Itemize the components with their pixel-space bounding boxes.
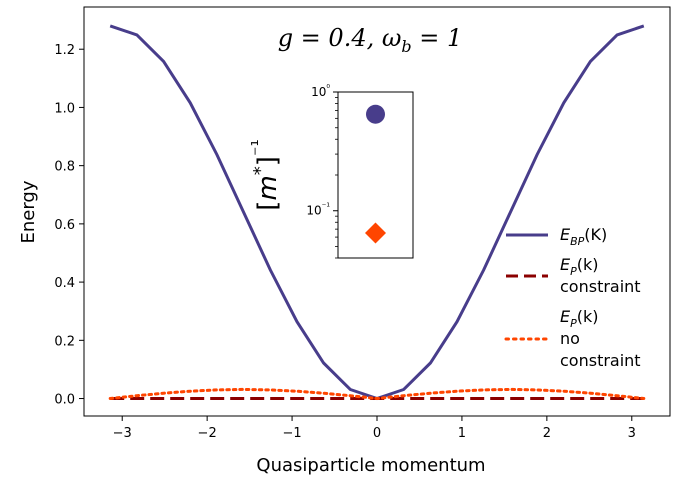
inset-tick-label: 10⁰ [311,84,330,99]
inset-point-circle [366,104,385,124]
x-tick-label: 0 [373,426,381,441]
x-tick-label: 1 [458,426,466,441]
legend-label-3-line-2: no [560,329,580,348]
x-axis-ticks: −3 −2 −1 0 1 2 3 [113,416,636,441]
x-tick-label: 2 [543,426,551,441]
inset-y-ticks: 10⁰ 10⁻¹ [306,84,338,259]
title-part-g: g = 0.4, ω [278,24,402,52]
y-tick-label: 0.4 [54,276,75,291]
inset-point-diamond [365,222,386,244]
y-tick-label: 0.0 [54,393,75,408]
legend-label-1: EBP(K) [560,225,607,248]
y-tick-label: 0.6 [54,218,75,233]
legend-label-3: EP(k) [560,307,599,330]
series-line-3 [108,387,646,401]
x-tick-label: 3 [628,426,636,441]
x-tick-label: −2 [198,426,217,441]
x-tick-label: −1 [282,426,301,441]
y-axis-ticks: 0.0 0.2 0.4 0.6 0.8 1.0 1.2 [54,43,84,408]
legend-label-2-line-2: constraint [560,277,641,296]
y-tick-label: 0.8 [54,160,75,175]
y-tick-label: 1.2 [54,43,75,58]
legend-label-2: EP(k) [560,255,599,278]
inset-y-axis-label: [m*]⁻¹ [248,139,283,210]
inset-plot: 10⁰ 10⁻¹ [m*]⁻¹ [248,84,414,259]
inset-points [365,104,386,244]
inset-tick-label: 10⁻¹ [306,203,330,218]
y-tick-label: 1.0 [54,101,75,116]
title-subscript: b [401,37,411,56]
series-group [108,24,646,401]
x-tick-label: −3 [113,426,132,441]
chart-title: g = 0.4, ωb = 1 [278,24,463,56]
y-axis-label: Energy [18,180,39,243]
x-axis-label: Quasiparticle momentum [256,455,485,476]
main-plot: −3 −2 −1 0 1 2 3 0.0 0.2 0.4 0.6 0.8 1.0 1.2 [54,6,671,441]
legend-label-3-line-3: constraint [560,351,641,370]
title-value: = 1 [412,24,463,52]
y-tick-label: 0.2 [54,334,75,349]
